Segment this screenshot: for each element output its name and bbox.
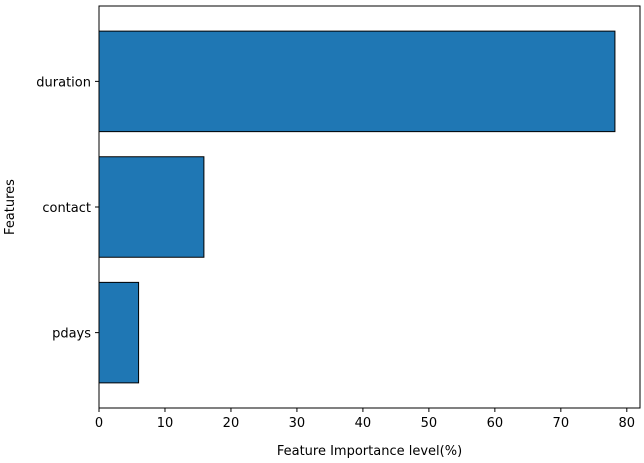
x-tick-label: 80 [619, 416, 636, 431]
x-axis-ticks: 0 10 20 30 40 50 60 70 80 [95, 408, 635, 431]
y-tick-label: contact [42, 201, 91, 216]
x-tick-label: 20 [223, 416, 240, 431]
bar-duration [98, 30, 616, 133]
y-tick-label: duration [36, 75, 91, 90]
y-axis-ticks: duration contact pdays [36, 75, 99, 342]
x-tick-label: 0 [95, 416, 103, 431]
x-tick-label: 30 [289, 416, 306, 431]
x-tick-label: 50 [421, 416, 438, 431]
x-tick-label: 40 [355, 416, 372, 431]
bar-pdays [98, 281, 140, 384]
bars-group [98, 30, 616, 384]
x-tick-label: 70 [553, 416, 570, 431]
y-tick-label: pdays [52, 327, 91, 342]
x-tick-label: 10 [157, 416, 174, 431]
bar-contact [98, 156, 205, 258]
x-axis-label: Feature Importance level(%) [277, 444, 462, 459]
y-axis-label: Features [3, 179, 18, 235]
x-tick-label: 60 [487, 416, 504, 431]
